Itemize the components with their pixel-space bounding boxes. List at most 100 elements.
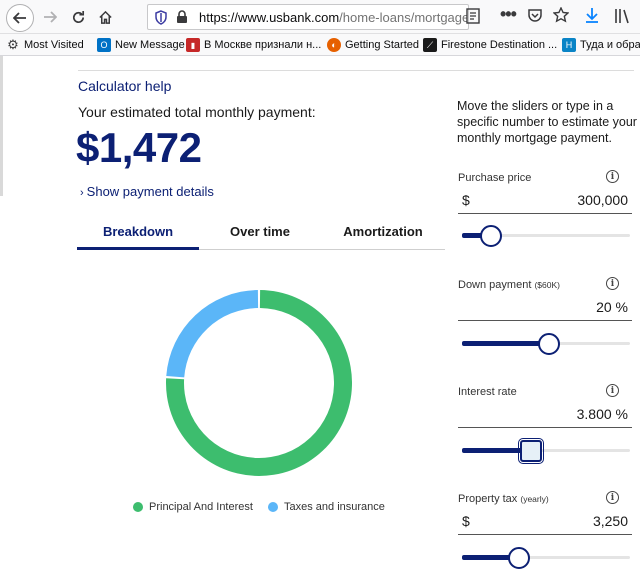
- slider-fill: [462, 341, 550, 346]
- bookmark-most-visited[interactable]: ⚙ Most Visited: [6, 37, 84, 53]
- tab-over-time[interactable]: Over time: [230, 224, 290, 239]
- bookmark-star-icon[interactable]: [553, 7, 569, 23]
- gear-icon: ⚙: [7, 37, 19, 52]
- bookmark-moscow-news[interactable]: ▮ В Москве признали н...: [186, 37, 321, 53]
- reload-icon: [72, 10, 84, 23]
- details-link-label: Show payment details: [86, 184, 214, 199]
- down-payment-input[interactable]: 20 %: [458, 297, 632, 321]
- page-edge-divider: [0, 56, 3, 196]
- legend-label: Principal And Interest: [149, 501, 253, 513]
- purchase-price-input[interactable]: $ 300,000: [458, 190, 632, 214]
- slider-thumb[interactable]: [508, 547, 531, 569]
- bookmark-new-message[interactable]: O New Message: [97, 37, 185, 53]
- tab-amortization[interactable]: Amortization: [343, 224, 423, 239]
- firestone-icon: ⟋: [423, 38, 437, 52]
- info-icon[interactable]: i: [606, 384, 619, 397]
- property-tax-value: 3,250: [592, 513, 628, 529]
- shield-icon: [155, 10, 167, 25]
- tab-breakdown[interactable]: Breakdown: [77, 222, 199, 250]
- slider-thumb[interactable]: [538, 333, 561, 355]
- property-tax-slider[interactable]: [462, 547, 630, 569]
- estimate-label: Your estimated total monthly payment:: [78, 104, 316, 120]
- slider-track: [462, 449, 630, 452]
- library-icon[interactable]: [614, 8, 632, 24]
- slider-thumb[interactable]: [479, 225, 502, 247]
- currency-prefix: $: [462, 513, 470, 529]
- url-host: https://www.usbank.com: [199, 10, 340, 25]
- bookmark-round-trip[interactable]: H Туда и обрат: [562, 37, 640, 53]
- down-payment-value: 20: [596, 299, 612, 315]
- lock-icon: [177, 10, 187, 23]
- page-actions-menu-icon[interactable]: •••: [500, 4, 517, 24]
- property-tax-label: Property tax (yearly): [458, 493, 549, 505]
- interest-rate-input[interactable]: 3.800 %: [458, 404, 632, 428]
- field-label-text: Property tax: [458, 493, 518, 505]
- slider-track: [462, 556, 630, 559]
- slider-track: [462, 234, 630, 237]
- percent-suffix: %: [615, 299, 628, 315]
- arrow-left-icon: [13, 12, 26, 24]
- bookmark-getting-started[interactable]: ◐ Getting Started: [327, 37, 419, 53]
- news-icon: ▮: [186, 38, 200, 52]
- back-button[interactable]: [6, 4, 34, 32]
- field-label-text: Interest rate: [458, 386, 517, 398]
- url-text: https://www.usbank.com/home-loans/mortga…: [199, 10, 467, 25]
- field-label-text: Down payment: [458, 279, 532, 291]
- purchase-price-value: 300,000: [577, 192, 628, 208]
- chart-tabs: Breakdown Over time Amortization: [77, 222, 445, 250]
- firefox-icon: ◐: [327, 38, 341, 52]
- slider-fill: [462, 555, 520, 560]
- field-label-text: Purchase price: [458, 172, 532, 184]
- bookmark-firestone[interactable]: ⟋ Firestone Destination ...: [423, 37, 557, 53]
- info-icon[interactable]: i: [606, 170, 619, 183]
- info-icon[interactable]: i: [606, 491, 619, 504]
- bookmark-label: Туда и обрат: [580, 39, 640, 51]
- interest-rate-slider[interactable]: [462, 438, 630, 464]
- legend-label: Taxes and insurance: [284, 501, 385, 513]
- url-path: /home-loans/mortgage/: [339, 10, 467, 25]
- bookmark-label: В Москве признали н...: [204, 39, 322, 51]
- slider-fill: [462, 448, 531, 453]
- browser-toolbar: https://www.usbank.com/home-loans/mortga…: [0, 0, 640, 34]
- legend-principal-interest: Principal And Interest: [133, 501, 253, 513]
- purchase-price-slider[interactable]: [462, 225, 630, 247]
- down-payment-slider[interactable]: [462, 333, 630, 355]
- chevron-right-icon: ›: [80, 187, 84, 199]
- down-payment-label: Down payment ($60K): [458, 279, 560, 291]
- interest-rate-value-wrap: 3.800 %: [577, 406, 628, 422]
- bookmark-label: Most Visited: [24, 39, 84, 51]
- legend-taxes-insurance: Taxes and insurance: [268, 501, 385, 513]
- sliders-intro-text: Move the sliders or type in a specific n…: [457, 99, 637, 145]
- outlook-icon: O: [97, 38, 111, 52]
- section-divider: [78, 70, 634, 71]
- purchase-price-label: Purchase price: [458, 172, 531, 184]
- bookmark-label: New Message: [115, 39, 185, 51]
- calculator-help-link[interactable]: Calculator help: [78, 78, 172, 94]
- bookmark-label: Firestone Destination ...: [441, 39, 558, 51]
- slider-thumb[interactable]: [517, 438, 544, 464]
- donut-slice-taxes-and-insurance: [166, 290, 259, 378]
- legend-dot-blue: [268, 502, 278, 512]
- arrow-right-icon: [44, 11, 57, 23]
- url-bar[interactable]: https://www.usbank.com/home-loans/mortga…: [147, 4, 469, 30]
- show-payment-details-link[interactable]: › Show payment details: [80, 184, 214, 199]
- property-tax-note: (yearly): [520, 494, 549, 504]
- download-icon[interactable]: [584, 7, 600, 24]
- h-icon: H: [562, 38, 576, 52]
- down-payment-value-wrap: 20 %: [596, 299, 628, 315]
- currency-prefix: $: [462, 192, 470, 208]
- home-icon: [98, 10, 112, 24]
- interest-rate-value: 3.800: [576, 406, 612, 422]
- slider-fill: [462, 233, 491, 238]
- payment-breakdown-donut-chart: [166, 290, 352, 476]
- reload-button[interactable]: [66, 5, 90, 29]
- monthly-payment-amount: $1,472: [76, 124, 202, 171]
- reader-view-icon[interactable]: [466, 8, 480, 24]
- pocket-icon[interactable]: [527, 8, 543, 23]
- forward-button[interactable]: [38, 5, 62, 29]
- bookmark-label: Getting Started: [345, 39, 419, 51]
- legend-dot-green: [133, 502, 143, 512]
- property-tax-input[interactable]: $ 3,250: [458, 511, 632, 535]
- info-icon[interactable]: i: [606, 277, 619, 290]
- home-button[interactable]: [93, 5, 117, 29]
